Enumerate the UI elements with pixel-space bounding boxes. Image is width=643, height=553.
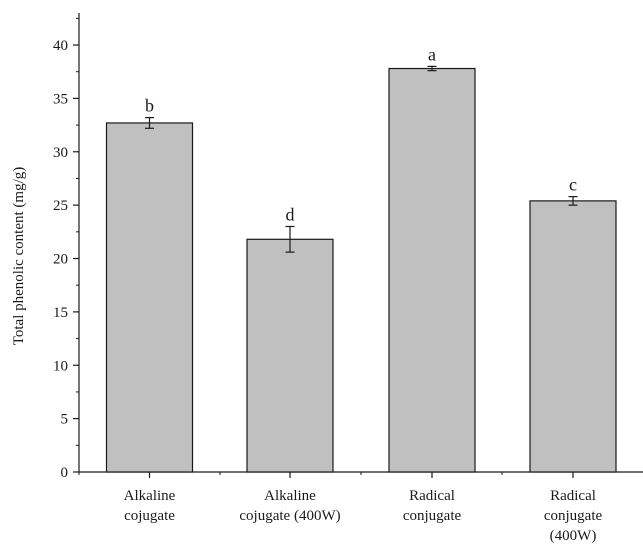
significance-label: d xyxy=(286,204,295,224)
significance-label: a xyxy=(428,44,436,64)
x-tick-label: Alkaline cojugate (400W) xyxy=(239,488,340,524)
bar xyxy=(246,238,334,473)
y-axis: 0 5 10 15 20 25 30 35 40 xyxy=(53,13,80,481)
y-tick-label: 10 xyxy=(53,358,68,374)
significance-label: c xyxy=(569,175,577,195)
y-tick-label: 20 xyxy=(53,252,68,268)
x-axis: Alkaline cojugate Alkaline cojugate (400W) R… xyxy=(78,471,643,544)
bar xyxy=(388,67,476,473)
x-tick-label: Radical conjugate xyxy=(403,488,462,524)
bars: b d a c xyxy=(105,44,617,473)
y-tick-label: 5 xyxy=(61,412,69,428)
y-tick-label: 0 xyxy=(61,465,69,481)
significance-label: b xyxy=(145,96,154,116)
y-tick-label: 30 xyxy=(53,145,68,161)
y-tick-label: 25 xyxy=(53,198,68,214)
x-tick-label: Radical conjugate (400W) xyxy=(544,488,603,544)
y-tick-label: 40 xyxy=(53,38,68,54)
y-tick-label: 15 xyxy=(53,305,68,321)
y-tick-label: 35 xyxy=(53,91,68,107)
y-axis-title: Total phenolic content (mg/g) xyxy=(11,167,27,345)
bar xyxy=(529,200,617,473)
x-tick-label: Alkaline cojugate xyxy=(124,488,176,524)
bar xyxy=(105,122,194,473)
